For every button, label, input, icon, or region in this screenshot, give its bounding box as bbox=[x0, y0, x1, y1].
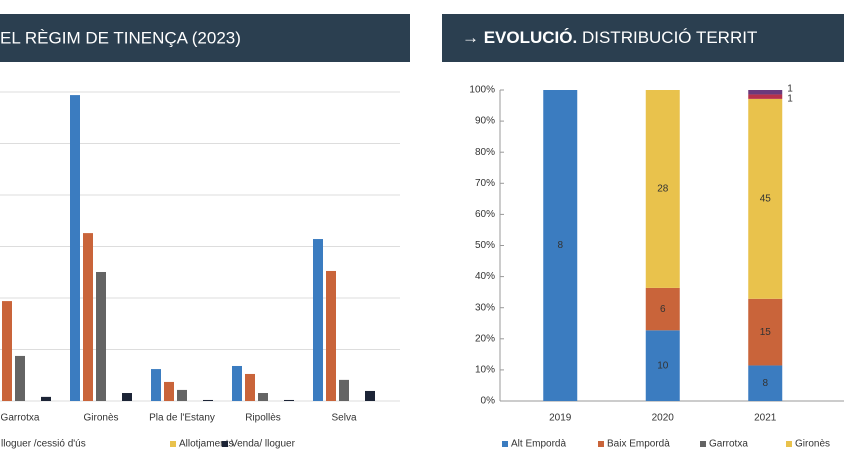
legend-swatch bbox=[786, 441, 792, 447]
chart-title: EL RÈGIM DE TINENÇA (2023) bbox=[0, 28, 241, 47]
value-label: 1 bbox=[787, 94, 793, 105]
x-tick-label: Selva bbox=[331, 413, 356, 424]
bar-segment bbox=[645, 330, 680, 401]
bar bbox=[2, 301, 12, 401]
bar bbox=[15, 355, 25, 401]
bar-segment bbox=[543, 90, 578, 401]
legend-swatch bbox=[598, 441, 604, 447]
bar bbox=[96, 271, 106, 401]
value-label: 1 bbox=[787, 84, 793, 95]
bar-segment bbox=[748, 98, 783, 299]
x-tick-label: 2019 bbox=[549, 413, 572, 424]
bar bbox=[70, 95, 80, 401]
header-bar bbox=[442, 14, 844, 62]
x-tick-label: Ripollès bbox=[245, 413, 281, 424]
bar bbox=[339, 379, 349, 401]
legend-label: Baix Empordà bbox=[607, 439, 670, 450]
value-label: 8 bbox=[762, 378, 768, 389]
y-tick-label: 60% bbox=[475, 209, 495, 220]
bar bbox=[203, 399, 213, 401]
bar bbox=[122, 393, 132, 401]
bar bbox=[151, 369, 161, 401]
value-label: 6 bbox=[660, 304, 666, 315]
chart-title: → EVOLUCIÓ. DISTRIBUCIÓ TERRIT bbox=[462, 28, 757, 47]
value-label: 45 bbox=[760, 193, 772, 204]
title-rest: DISTRIBUCIÓ TERRIT bbox=[582, 28, 757, 47]
bar-segment bbox=[748, 90, 783, 95]
legend-label: Garrotxa bbox=[709, 439, 748, 450]
bar bbox=[83, 233, 93, 401]
x-tick-label: Gironès bbox=[83, 413, 118, 424]
bar bbox=[284, 399, 294, 401]
legend-label: Venda/ lloguer bbox=[231, 439, 296, 450]
value-label: 10 bbox=[657, 360, 669, 371]
bar bbox=[177, 389, 187, 401]
header-bar bbox=[0, 14, 410, 62]
value-label: 28 bbox=[657, 184, 669, 195]
y-tick-label: 30% bbox=[475, 302, 495, 313]
bar-segment bbox=[645, 287, 680, 331]
y-tick-label: 40% bbox=[475, 271, 495, 282]
y-tick-label: 0% bbox=[481, 396, 496, 407]
legend-swatch bbox=[502, 441, 508, 447]
bar bbox=[258, 393, 268, 401]
legend-label: Alt Empordà bbox=[511, 439, 566, 450]
y-tick-label: 80% bbox=[475, 147, 495, 158]
x-tick-label: Pla de l'Estany bbox=[149, 413, 215, 424]
y-tick-label: 10% bbox=[475, 365, 495, 376]
legend-label: lloguer /cessió d'ús bbox=[1, 439, 86, 450]
y-tick-label: 50% bbox=[475, 240, 495, 251]
x-tick-label: 2021 bbox=[754, 413, 777, 424]
legend-label: Allotjaments bbox=[179, 439, 233, 450]
bar bbox=[245, 373, 255, 401]
bar-segment bbox=[748, 298, 783, 366]
y-tick-label: 90% bbox=[475, 116, 495, 127]
legend-swatch bbox=[170, 441, 176, 447]
x-tick-label: 2020 bbox=[652, 413, 675, 424]
y-tick-label: 20% bbox=[475, 333, 495, 344]
bar bbox=[232, 365, 242, 401]
bar-segment bbox=[748, 94, 783, 99]
title-prefix: → EVOLUCIÓ. bbox=[462, 28, 577, 47]
value-label: 15 bbox=[760, 327, 772, 338]
value-label: 8 bbox=[557, 240, 563, 251]
bar bbox=[365, 390, 375, 401]
bar-segment bbox=[748, 365, 783, 401]
bar bbox=[313, 239, 323, 401]
bar bbox=[41, 396, 51, 401]
bar bbox=[326, 270, 336, 401]
y-tick-label: 100% bbox=[469, 85, 495, 96]
legend-label: Gironès bbox=[795, 439, 830, 450]
bar bbox=[164, 381, 174, 401]
legend-swatch bbox=[700, 441, 706, 447]
bar-segment bbox=[645, 90, 680, 288]
y-tick-label: 70% bbox=[475, 178, 495, 189]
x-tick-label: Garrotxa bbox=[1, 413, 40, 424]
legend-swatch bbox=[222, 441, 228, 447]
